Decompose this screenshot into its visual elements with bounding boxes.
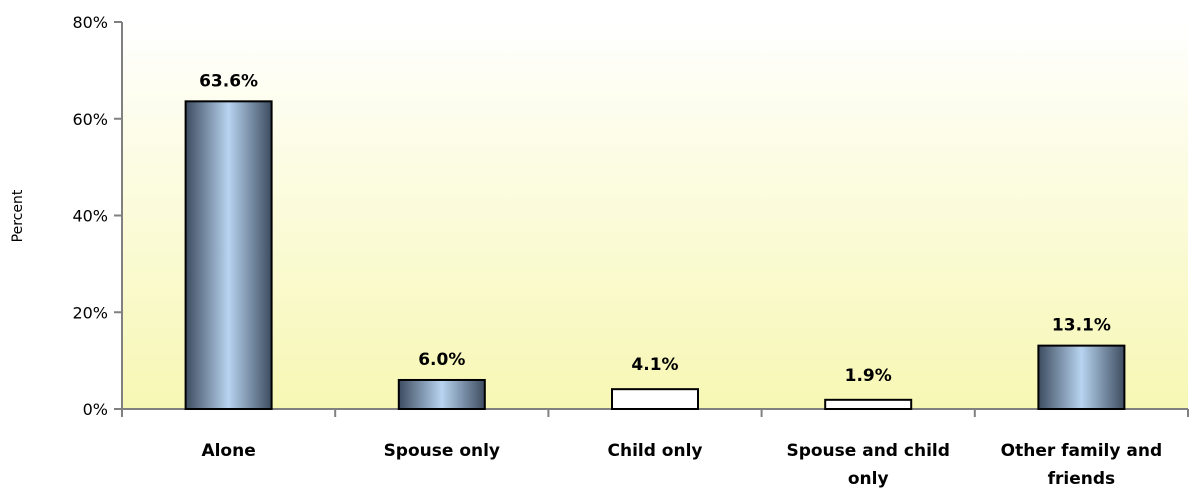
category-label: Child only (607, 441, 702, 461)
y-axis-label: Percent (10, 189, 26, 242)
category-label: friends (1048, 469, 1116, 489)
data-label: 6.0% (418, 350, 465, 370)
y-tick-label: 80% (72, 13, 108, 32)
bar (184, 100, 273, 411)
category-label: Other family and (1001, 441, 1163, 461)
data-label: 13.1% (1052, 316, 1111, 336)
y-tick-label: 20% (72, 303, 108, 322)
y-tick-label: 40% (72, 207, 108, 226)
category-label: Spouse and child (786, 441, 949, 461)
bar (397, 378, 486, 411)
bar (1037, 344, 1126, 411)
y-tick-label: 0% (83, 400, 108, 419)
bar (611, 388, 699, 411)
category-label: Alone (201, 441, 255, 461)
category-label: Spouse only (384, 441, 500, 461)
data-label: 4.1% (631, 355, 678, 375)
bar (824, 398, 913, 410)
y-tick-label: 60% (72, 110, 108, 129)
data-label: 1.9% (845, 366, 892, 386)
data-label: 63.6% (199, 71, 258, 91)
category-label: only (848, 469, 889, 489)
plot-background (122, 22, 1188, 409)
